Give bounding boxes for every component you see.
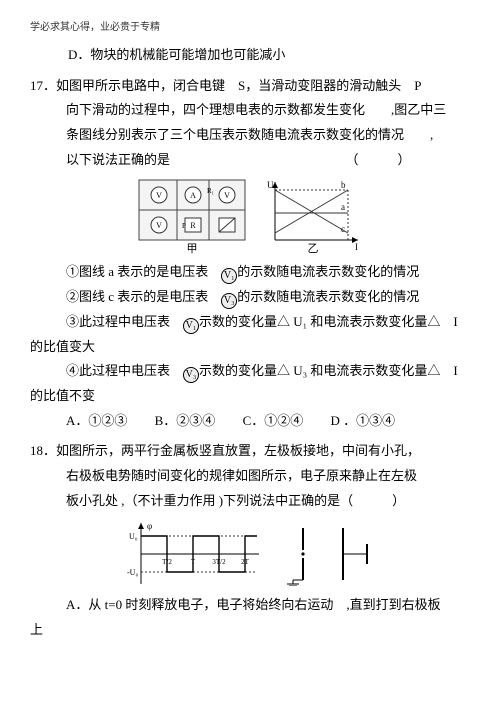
q17-stmt4a: ④此过程中电压表 V₃示数的变化量△ U₃ 和电流表示数变化量△ I bbox=[30, 359, 470, 384]
meter-icon: V₁ bbox=[221, 268, 237, 284]
svg-text:甲: 甲 bbox=[187, 243, 198, 255]
svg-text:R: R bbox=[191, 221, 197, 230]
q17-line2: 向下滑动的过程中，四个理想电表的示数都发生变化 ,图乙中三 bbox=[30, 98, 470, 123]
q17-stmt3b: 的比值变大 bbox=[30, 335, 470, 360]
svg-text:P: P bbox=[182, 222, 186, 230]
question-18: 18．如图所示，两平行金属板竖直放置，左极板接地，中间有小孔， 右极板电势随时间… bbox=[30, 439, 470, 642]
q17-optB: B．②③④ bbox=[155, 409, 216, 434]
svg-text:I: I bbox=[355, 242, 358, 252]
q17-optD: D ．①③④ bbox=[330, 409, 395, 434]
q17-line3: 条图线分别表示了三个电压表示数随电流表示数变化的情况 , bbox=[30, 123, 470, 148]
q18-line2: 右极板电势随时间变化的规律如图所示，电子原来静止在左极 bbox=[30, 464, 470, 489]
q17-options: A．①②③ B．②③④ C．①②④ D ．①③④ bbox=[30, 409, 470, 434]
q17-stmt1: ①图线 a 表示的是电压表 V₁的示数随电流表示数变化的情况 bbox=[30, 260, 470, 285]
q17-line4: 以下说法正确的是 （ ） bbox=[30, 148, 470, 173]
circuit-figure: V A V V R R₁ P 甲 bbox=[137, 178, 247, 256]
svg-text:T: T bbox=[191, 558, 196, 566]
q18-figures: φ U₀ -U₀ T/2 T 3T/2 2T bbox=[30, 519, 470, 589]
q18-number: 18． bbox=[30, 443, 56, 458]
q18-optA-line1: A．从 t=0 时刻释放电子，电子将始终向右运动 ,直到打到右极板 bbox=[30, 593, 470, 618]
q17-line1: 如图甲所示电路中，闭合电键 S，当滑动变阻器的滑动触头 P bbox=[56, 78, 421, 93]
svg-text:φ: φ bbox=[147, 521, 152, 531]
q17-stmt2: ②图线 c 表示的是电压表 V₃的示数随电流表示数变化的情况 bbox=[30, 285, 470, 310]
page-header: 学必求其心得，业必贵于专精 bbox=[30, 18, 470, 37]
q18-optA-line2: 上 bbox=[30, 618, 470, 643]
svg-text:乙: 乙 bbox=[307, 242, 318, 255]
q18-line1: 如图所示，两平行金属板竖直放置，左极板接地，中间有小孔， bbox=[56, 443, 420, 458]
svg-text:R₁: R₁ bbox=[207, 187, 214, 195]
plates-figure bbox=[283, 522, 373, 586]
graph-figure: U I b a c 乙 bbox=[263, 178, 363, 256]
svg-text:U: U bbox=[267, 180, 274, 190]
q17-stmt3a: ③此过程中电压表 V₁示数的变化量△ U₁ 和电流表示数变化量△ I bbox=[30, 310, 470, 335]
question-17: 17．如图甲所示电路中，闭合电键 S，当滑动变阻器的滑动触头 P 向下滑动的过程… bbox=[30, 74, 470, 434]
svg-text:A: A bbox=[190, 191, 196, 200]
meter-icon: V₃ bbox=[221, 293, 237, 309]
potential-graph: φ U₀ -U₀ T/2 T 3T/2 2T bbox=[127, 519, 267, 589]
svg-text:2T: 2T bbox=[241, 558, 250, 566]
svg-text:b: b bbox=[341, 180, 346, 190]
meter-icon: V₁ bbox=[183, 318, 199, 334]
q17-optA: A．①②③ bbox=[66, 409, 127, 434]
svg-text:3T/2: 3T/2 bbox=[213, 558, 227, 566]
option-d-prev: D．物块的机械能可能增加也可能减小 bbox=[30, 43, 470, 68]
q18-line3: 板小孔处 ,（不计重力作用 )下列说法中正确的是（ ） bbox=[30, 489, 470, 514]
q17-figures: V A V V R R₁ P 甲 U I bbox=[30, 178, 470, 256]
svg-text:V: V bbox=[156, 221, 162, 230]
meter-icon: V₃ bbox=[183, 367, 199, 383]
svg-text:V: V bbox=[156, 191, 162, 200]
svg-text:V: V bbox=[224, 191, 230, 200]
q17-stmt4b: 的比值不变 bbox=[30, 384, 470, 409]
svg-text:U₀: U₀ bbox=[129, 532, 138, 541]
svg-text:T/2: T/2 bbox=[163, 558, 173, 566]
q17-number: 17． bbox=[30, 78, 56, 93]
svg-text:-U₀: -U₀ bbox=[127, 568, 138, 577]
svg-text:a: a bbox=[341, 202, 345, 212]
q17-optC: C．①②④ bbox=[243, 409, 304, 434]
svg-text:c: c bbox=[341, 224, 345, 234]
